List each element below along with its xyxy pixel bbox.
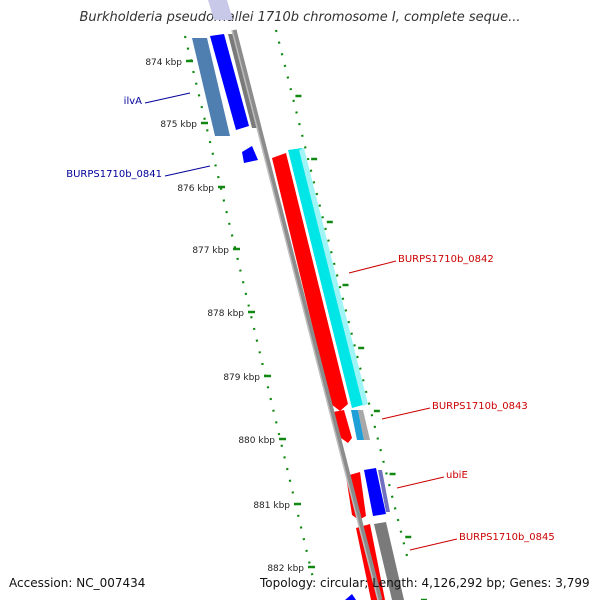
leader-BURPS1710b_0843 bbox=[382, 408, 430, 419]
scale-ticks bbox=[186, 61, 427, 600]
scale-tick-label: 877 kbp bbox=[192, 246, 229, 256]
gene-label-BURPS1710b_0845[interactable]: BURPS1710b_0845 bbox=[459, 532, 555, 543]
scale-tick-label: 881 kbp bbox=[253, 501, 290, 511]
outer-dotted-guide bbox=[276, 30, 408, 560]
scale-tick-label: 874 kbp bbox=[145, 58, 182, 68]
scale-tick-label: 875 kbp bbox=[160, 120, 197, 130]
leader-ilvA bbox=[145, 93, 190, 103]
gene-label-BURPS1710b_0843[interactable]: BURPS1710b_0843 bbox=[432, 401, 528, 412]
inner-dotted-guide bbox=[185, 36, 313, 578]
leader-BURPS1710b_0842 bbox=[349, 261, 396, 273]
leader-BURPS1710b_0841 bbox=[165, 166, 210, 176]
genome-summary-text: Topology: circular; Length: 4,126,292 bp… bbox=[260, 576, 590, 590]
BURPS1710b_0841-gene[interactable] bbox=[242, 146, 258, 163]
scale-tick-label: 880 kbp bbox=[238, 436, 275, 446]
sequence-backbone bbox=[232, 30, 380, 600]
leader-BURPS1710b_0845 bbox=[410, 539, 457, 550]
backbone-highlight bbox=[232, 30, 378, 600]
accession-text: Accession: NC_007434 bbox=[9, 576, 145, 590]
gene-label-BURPS1710b_0841[interactable]: BURPS1710b_0841 bbox=[66, 169, 162, 180]
gene-label-BURPS1710b_0842[interactable]: BURPS1710b_0842 bbox=[398, 254, 494, 265]
gene-label-ilvA[interactable]: ilvA bbox=[124, 96, 142, 107]
leader-ubiE bbox=[397, 477, 444, 488]
scale-tick-label: 876 kbp bbox=[177, 184, 214, 194]
gene-features[interactable] bbox=[192, 0, 404, 600]
gene-label-ubiE[interactable]: ubiE bbox=[446, 470, 468, 481]
scale-tick-label: 879 kbp bbox=[223, 373, 260, 383]
backbone-line bbox=[234, 30, 380, 600]
scale-tick-label: 882 kbp bbox=[267, 564, 304, 574]
scale-tick-label: 878 kbp bbox=[207, 309, 244, 319]
upstream-forward-strip[interactable] bbox=[208, 0, 233, 20]
downstream-forward-mark[interactable] bbox=[345, 594, 356, 600]
